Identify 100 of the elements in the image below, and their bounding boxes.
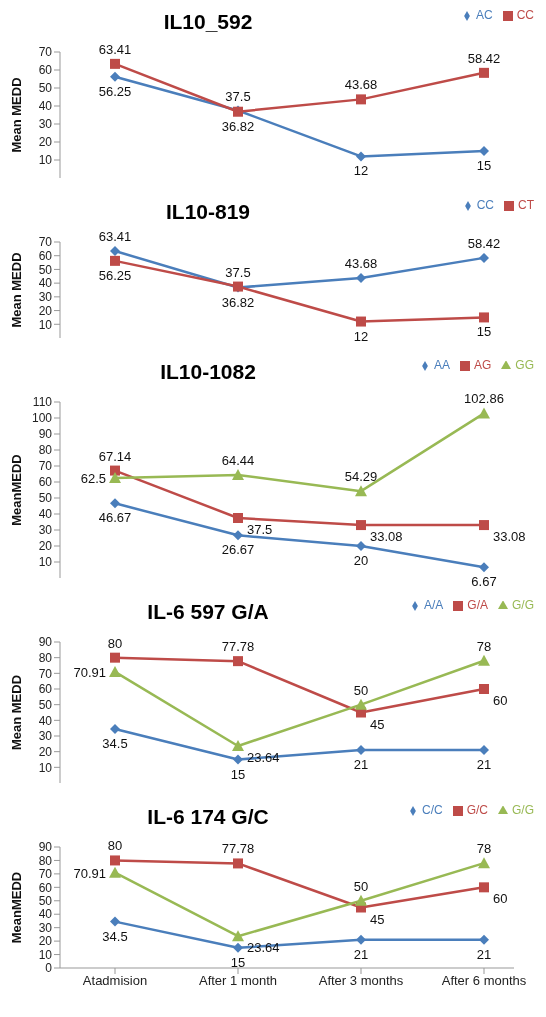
y-tick-label: 10 — [38, 317, 53, 332]
y-axis-title: MeanMEDD — [8, 871, 24, 944]
point — [233, 858, 243, 869]
point — [479, 882, 489, 893]
y-tick-label: 40 — [38, 713, 53, 728]
point — [355, 894, 367, 906]
y-tick-label: 50 — [38, 262, 53, 277]
x-tick-label: After 1 month — [198, 973, 278, 989]
y-tick-label: 90 — [38, 840, 53, 855]
legend-label: C/C — [421, 803, 443, 817]
point — [479, 146, 489, 156]
y-tick-label: 10 — [38, 153, 53, 168]
data-label: 58.42 — [467, 50, 501, 66]
y-tick-label: 70 — [38, 459, 53, 474]
y-tick-label: 30 — [38, 523, 53, 538]
data-label: 15 — [230, 766, 246, 782]
point — [479, 934, 489, 945]
point — [478, 857, 490, 869]
data-label: 80 — [107, 635, 123, 651]
point — [233, 942, 243, 953]
y-tick-label: 20 — [38, 934, 53, 949]
point — [110, 465, 120, 476]
point — [356, 934, 366, 945]
y-tick-label: 110 — [32, 395, 53, 410]
point — [110, 71, 120, 82]
data-label: 56.25 — [98, 83, 132, 99]
point — [109, 665, 121, 677]
y-tick-label: 60 — [38, 880, 53, 895]
y-tick-label: 20 — [38, 303, 53, 318]
point — [479, 745, 489, 756]
y-tick-label: 50 — [38, 81, 53, 96]
x-tick-label: Atadmision — [82, 973, 148, 989]
y-tick-label: 50 — [38, 894, 53, 909]
y-tick-label: 80 — [38, 650, 53, 665]
legend-label: AC — [475, 8, 493, 22]
point — [356, 316, 366, 327]
data-label: 45 — [370, 911, 385, 927]
point — [355, 698, 367, 710]
y-tick-label: 40 — [38, 907, 53, 922]
point — [232, 468, 244, 480]
data-label: 20 — [353, 553, 369, 568]
y-tick-label: 60 — [38, 63, 53, 78]
data-label: 34.5 — [102, 735, 128, 751]
legend-label: CT — [518, 198, 534, 212]
data-label: 15 — [230, 954, 246, 970]
data-label: 58.42 — [467, 235, 501, 251]
point — [233, 656, 243, 667]
data-label: 50 — [353, 878, 369, 894]
chart-title: IL10_592 — [162, 10, 254, 34]
data-label: 33.08 — [370, 529, 403, 545]
point — [356, 151, 366, 162]
data-label: 78 — [476, 638, 492, 654]
y-tick-label: 50 — [38, 697, 53, 712]
legend-label: CC — [516, 8, 534, 22]
data-label: 37.5 — [225, 88, 251, 104]
data-label: 63.41 — [98, 229, 132, 245]
y-tick-label: 70 — [38, 867, 53, 882]
y-tick-label: 30 — [38, 729, 53, 744]
point — [479, 562, 489, 573]
chart-title: IL-6 174 G/C — [146, 805, 270, 829]
data-label: 21 — [353, 946, 369, 962]
data-label: 56.25 — [98, 267, 132, 283]
data-label: 46.67 — [98, 510, 132, 526]
data-label: 62.5 — [80, 471, 106, 486]
y-tick-label: 60 — [38, 248, 53, 263]
data-label: 21 — [353, 757, 369, 773]
data-label: 60 — [493, 891, 508, 907]
point — [479, 67, 489, 78]
y-tick-label: 100 — [31, 411, 53, 426]
data-label: 37.5 — [247, 522, 273, 537]
point — [479, 312, 489, 323]
y-tick-label: 10 — [38, 555, 53, 570]
legend-label: AA — [433, 358, 450, 372]
chart-title: IL10-1082 — [159, 360, 257, 384]
y-tick-label: 70 — [38, 45, 53, 60]
y-tick-label: 60 — [38, 682, 53, 697]
data-label: 43.68 — [344, 77, 378, 93]
data-label: 80 — [107, 838, 123, 854]
data-label: 12 — [353, 163, 369, 179]
legend-label: A/A — [423, 598, 444, 612]
point — [356, 541, 366, 551]
data-label: 102.86 — [464, 391, 504, 407]
data-label: 36.82 — [221, 118, 255, 134]
data-label: 77.78 — [221, 841, 255, 857]
point — [479, 252, 489, 263]
legend-label: AG — [473, 358, 492, 372]
x-tick-label: After 6 months — [441, 973, 527, 989]
data-label: 12 — [353, 328, 369, 344]
y-axis-title: Mean MEDD — [8, 252, 24, 328]
y-axis-title: Mean MEDD — [8, 674, 24, 751]
data-label: 70.91 — [73, 664, 106, 680]
y-tick-label: 30 — [38, 920, 53, 935]
legend-label: CC — [476, 198, 494, 212]
y-tick-label: 40 — [38, 276, 53, 291]
y-tick-label: 50 — [38, 491, 53, 506]
chart-title: IL-6 597 G/A — [146, 600, 270, 624]
data-label: 37.5 — [225, 264, 251, 280]
data-label: 21 — [476, 946, 492, 962]
point — [109, 866, 121, 878]
point — [356, 94, 366, 105]
